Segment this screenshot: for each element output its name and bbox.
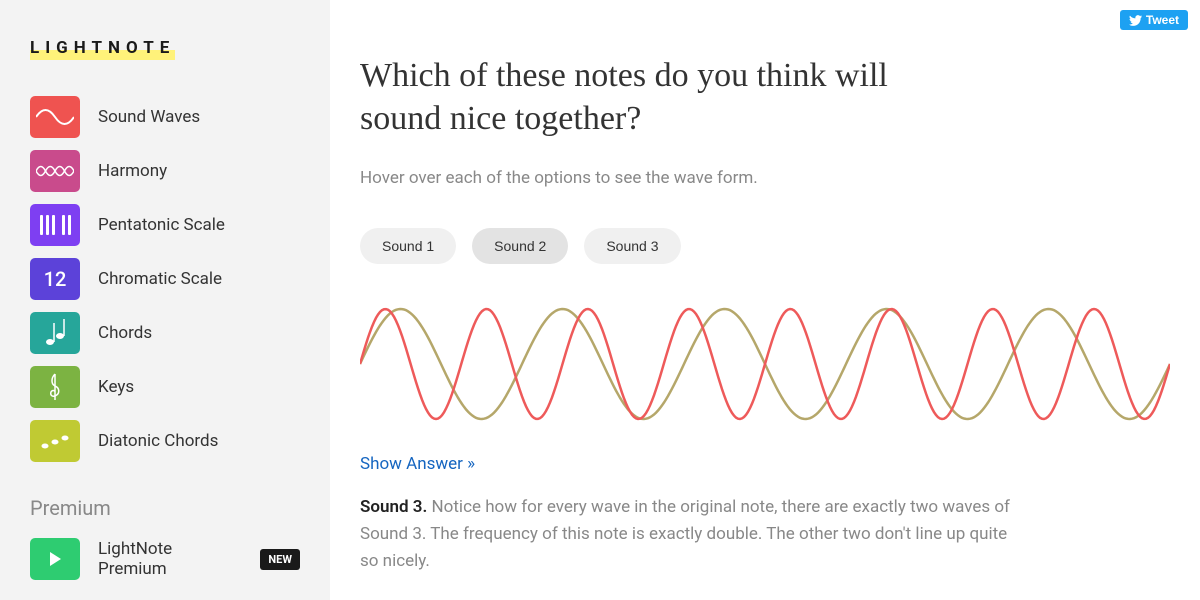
sound-tabs: Sound 1 Sound 2 Sound 3 xyxy=(360,228,1170,264)
nav-icon xyxy=(30,420,80,462)
nav-label: Chords xyxy=(98,323,152,343)
tweet-button[interactable]: Tweet xyxy=(1120,10,1188,30)
play-icon xyxy=(30,538,80,580)
main-content: Tweet Which of these notes do you think … xyxy=(330,0,1200,600)
sidebar-item-premium[interactable]: LightNote Premium NEW xyxy=(30,532,300,586)
subtitle: Hover over each of the options to see th… xyxy=(360,168,1170,188)
answer-text: Sound 3. Notice how for every wave in th… xyxy=(360,494,1010,576)
sidebar-item-chords[interactable]: Chords xyxy=(30,306,300,360)
page-title: Which of these notes do you think will s… xyxy=(360,55,970,140)
nav-label: LightNote Premium xyxy=(98,539,234,579)
nav-icon xyxy=(30,366,80,408)
twitter-icon xyxy=(1129,15,1142,26)
nav-icon xyxy=(30,150,80,192)
brand-logo[interactable]: LIGHTNOTE xyxy=(30,38,175,60)
sound-tab-2[interactable]: Sound 2 xyxy=(472,228,568,264)
answer-body: Notice how for every wave in the origina… xyxy=(360,497,1010,571)
new-badge: NEW xyxy=(260,549,300,570)
nav-icon: 12 xyxy=(30,258,80,300)
nav-icon xyxy=(30,96,80,138)
nav-icon xyxy=(30,204,80,246)
nav-list: Sound Waves Harmony Pentatonic Scale 12 Chro… xyxy=(30,90,300,468)
sidebar-item-sound-waves[interactable]: Sound Waves xyxy=(30,90,300,144)
nav-icon xyxy=(30,312,80,354)
sidebar-item-harmony[interactable]: Harmony xyxy=(30,144,300,198)
sidebar: LIGHTNOTE Sound Waves Harmony Pentatonic S… xyxy=(0,0,330,600)
premium-header: Premium xyxy=(30,496,300,520)
sidebar-item-chromatic-scale[interactable]: 12 Chromatic Scale xyxy=(30,252,300,306)
nav-label: Sound Waves xyxy=(98,107,200,127)
wave-visualization xyxy=(360,294,1170,434)
sidebar-item-pentatonic-scale[interactable]: Pentatonic Scale xyxy=(30,198,300,252)
sidebar-item-diatonic-chords[interactable]: Diatonic Chords xyxy=(30,414,300,468)
answer-strong: Sound 3. xyxy=(360,497,427,517)
nav-label: Keys xyxy=(98,377,134,397)
nav-label: Harmony xyxy=(98,161,167,181)
premium-list: LightNote Premium NEW xyxy=(30,532,300,586)
tweet-label: Tweet xyxy=(1146,13,1179,27)
show-answer-link[interactable]: Show Answer » xyxy=(360,454,475,474)
sound-tab-3[interactable]: Sound 3 xyxy=(584,228,680,264)
sidebar-item-keys[interactable]: Keys xyxy=(30,360,300,414)
nav-label: Chromatic Scale xyxy=(98,269,222,289)
nav-label: Pentatonic Scale xyxy=(98,215,225,235)
wave-1 xyxy=(360,309,1170,419)
nav-label: Diatonic Chords xyxy=(98,431,218,451)
sound-tab-1[interactable]: Sound 1 xyxy=(360,228,456,264)
